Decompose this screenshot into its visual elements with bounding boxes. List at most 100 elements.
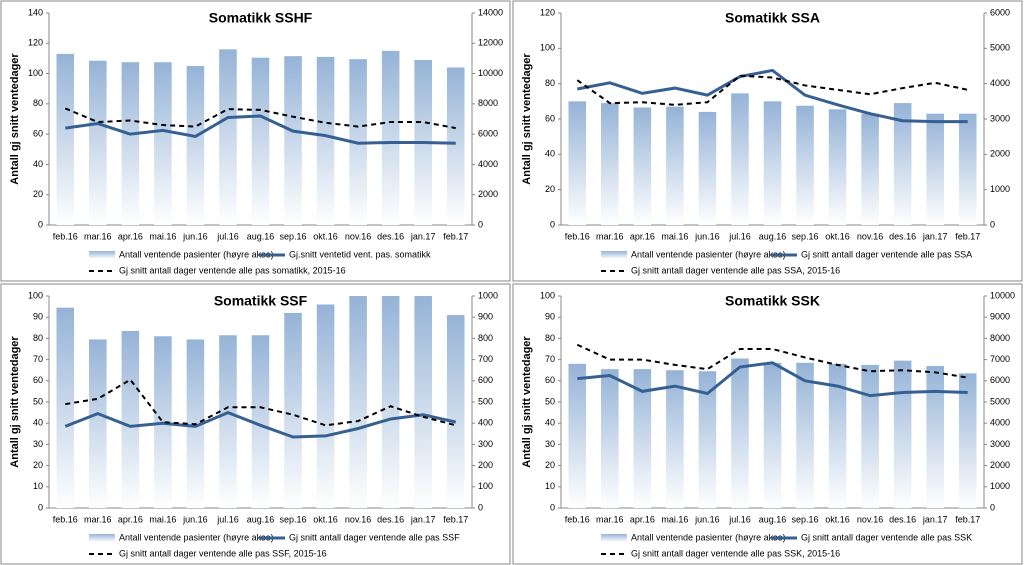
x-tick-label: mar.16	[596, 231, 624, 241]
bar	[601, 103, 619, 225]
x-tick-label: jun.16	[694, 231, 720, 241]
legend-label: Antall ventende pasienter (høyre akse)	[119, 532, 274, 542]
x-tick-label: des.16	[889, 514, 916, 524]
bar	[446, 67, 465, 225]
x-tick-label: jul.16	[728, 231, 751, 241]
x-tick-label: okt.16	[825, 514, 850, 524]
y2-tick-label: 5000	[990, 396, 1010, 406]
bar	[731, 93, 749, 225]
y-tick-label: 100	[540, 290, 555, 300]
y2-tick-label: 3000	[990, 113, 1010, 123]
y-axis-label: Antall gj snitt ventedager	[521, 53, 533, 185]
x-tick-label: sep.16	[792, 231, 819, 241]
y-tick-label: 0	[550, 502, 555, 512]
y2-tick-label: 900	[478, 312, 493, 322]
y2-tick-label: 4000	[478, 159, 498, 169]
y2-tick-label: 4000	[990, 78, 1010, 88]
bar	[121, 330, 140, 508]
line-series	[577, 361, 968, 398]
y-tick-label: 0	[550, 219, 555, 229]
x-tick-label: jan.17	[410, 514, 436, 524]
legend-swatch	[89, 534, 115, 542]
y2-tick-label: 14000	[478, 7, 503, 17]
x-tick-label: nov.16	[857, 514, 883, 524]
bar	[893, 103, 912, 225]
x-tick-label: jun.16	[182, 514, 208, 524]
legend-label: Gj snitt antall dager ventende alle pas …	[631, 548, 840, 558]
chart-title: Somatikk SSHF	[209, 10, 313, 26]
y-tick-label: 100	[28, 290, 43, 300]
x-tick-label: apr.16	[118, 231, 143, 241]
y-tick-label: 10	[33, 481, 43, 491]
bar	[89, 339, 107, 508]
x-tick-label: feb.17	[955, 231, 980, 241]
y-axis-label: Antall gj snitt ventedager	[9, 53, 21, 185]
bar	[926, 365, 944, 508]
y-tick-label: 100	[540, 43, 555, 53]
x-tick-label: aug.16	[247, 231, 275, 241]
line-series	[65, 378, 456, 427]
legend-label: Antall ventende pasienter (høyre akse)	[119, 249, 274, 259]
y2-tick-label: 10000	[478, 68, 503, 78]
x-tick-label: feb.16	[565, 231, 590, 241]
bar	[56, 53, 75, 226]
y-tick-label: 40	[33, 418, 43, 428]
y-tick-label: 60	[33, 375, 43, 385]
bar	[666, 106, 684, 225]
bar	[568, 363, 587, 508]
x-tick-label: mai.16	[661, 231, 688, 241]
y2-tick-label: 100	[478, 481, 493, 491]
legend-label: Gj snitt antall dager ventende alle pas …	[801, 249, 972, 259]
y-tick-label: 70	[545, 354, 555, 364]
y2-tick-label: 0	[478, 219, 483, 229]
x-tick-label: mai.16	[149, 514, 176, 524]
bar	[251, 335, 270, 508]
y-tick-label: 20	[545, 460, 555, 470]
y2-tick-label: 5000	[990, 43, 1010, 53]
x-tick-label: nov.16	[345, 514, 371, 524]
x-tick-label: jul.16	[216, 514, 239, 524]
legend-swatch	[89, 251, 115, 259]
line-series	[65, 114, 456, 145]
panel: Somatikk SSA Antall gj snitt ventedager 0 2…	[512, 0, 1023, 282]
legend-label: Gj snitt antall dager ventende alle pas …	[119, 548, 327, 558]
x-tick-label: nov.16	[345, 231, 371, 241]
y-axis-label: Antall gj snitt ventedager	[9, 336, 21, 468]
x-tick-label: jun.16	[182, 231, 208, 241]
bar	[56, 307, 75, 508]
line-series	[64, 410, 457, 439]
x-tick-label: mar.16	[84, 514, 112, 524]
y2-tick-label: 700	[478, 354, 493, 364]
x-tick-label: sep.16	[280, 231, 307, 241]
bar	[381, 50, 400, 225]
y2-tick-label: 12000	[478, 38, 503, 48]
y2-tick-label: 0	[990, 502, 995, 512]
y-tick-label: 120	[28, 38, 43, 48]
line-series	[576, 343, 968, 379]
y-tick-label: 40	[545, 149, 555, 159]
x-tick-label: sep.16	[792, 514, 819, 524]
x-tick-label: des.16	[377, 231, 404, 241]
y-tick-label: 90	[545, 312, 555, 322]
x-tick-label: mai.16	[149, 231, 176, 241]
x-tick-label: okt.16	[825, 231, 850, 241]
bar	[861, 364, 879, 508]
y2-tick-label: 10000	[990, 290, 1015, 300]
x-tick-label: okt.16	[313, 514, 338, 524]
bar	[316, 56, 335, 225]
y2-tick-label: 7000	[990, 354, 1010, 364]
line-series	[64, 107, 456, 130]
bar	[698, 111, 717, 225]
bar	[601, 369, 619, 508]
x-tick-label: jan.17	[922, 231, 948, 241]
x-tick-label: apr.16	[630, 514, 655, 524]
bar	[633, 107, 652, 225]
y2-tick-label: 0	[990, 219, 995, 229]
y-tick-label: 60	[545, 375, 555, 385]
bar	[796, 105, 814, 225]
bar	[316, 304, 335, 508]
bar	[763, 101, 782, 225]
x-tick-label: mar.16	[84, 231, 112, 241]
y2-tick-label: 6000	[990, 7, 1010, 17]
